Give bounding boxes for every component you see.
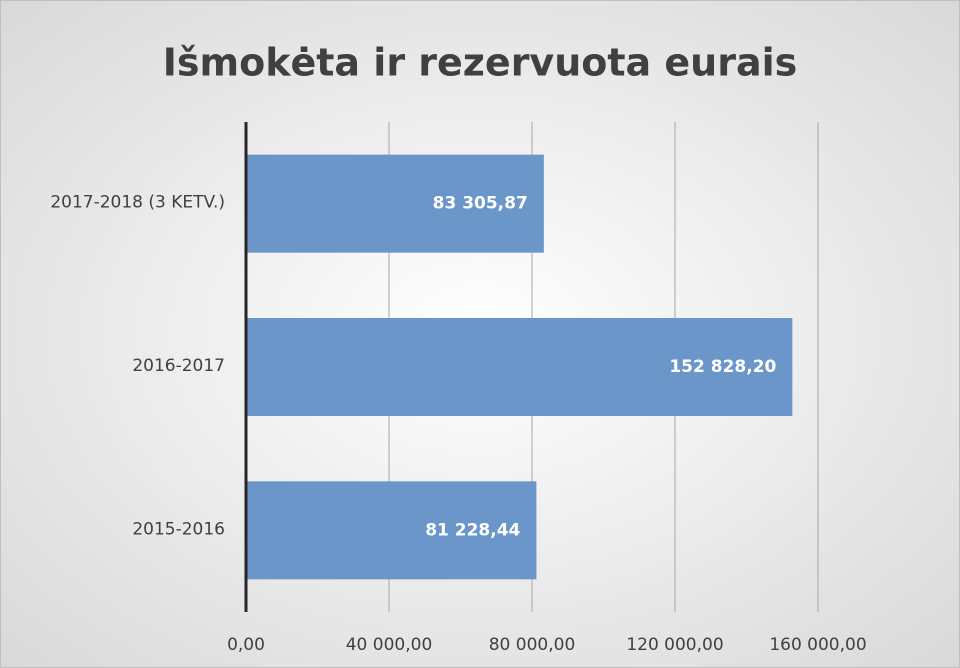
value-label: 83 305,87 [433,194,528,214]
bar [246,481,537,580]
bar [246,154,544,253]
y-tick-label: 2015-2016 [132,519,225,539]
x-tick-label: 80 000,00 [489,635,576,655]
bar [246,318,793,416]
x-tick-label: 0,00 [227,635,265,655]
x-tick-label: 40 000,00 [346,635,433,655]
value-label: 152 828,20 [669,357,776,377]
value-label: 81 228,44 [425,520,520,540]
chart-title: Išmokėta ir rezervuota eurais [163,41,798,85]
y-tick-label: 2016-2017 [132,356,225,376]
y-tick-label: 2017-2018 (3 KETV.) [50,193,225,213]
x-tick-label: 160 000,00 [769,635,866,655]
x-tick-label: 120 000,00 [626,635,723,655]
